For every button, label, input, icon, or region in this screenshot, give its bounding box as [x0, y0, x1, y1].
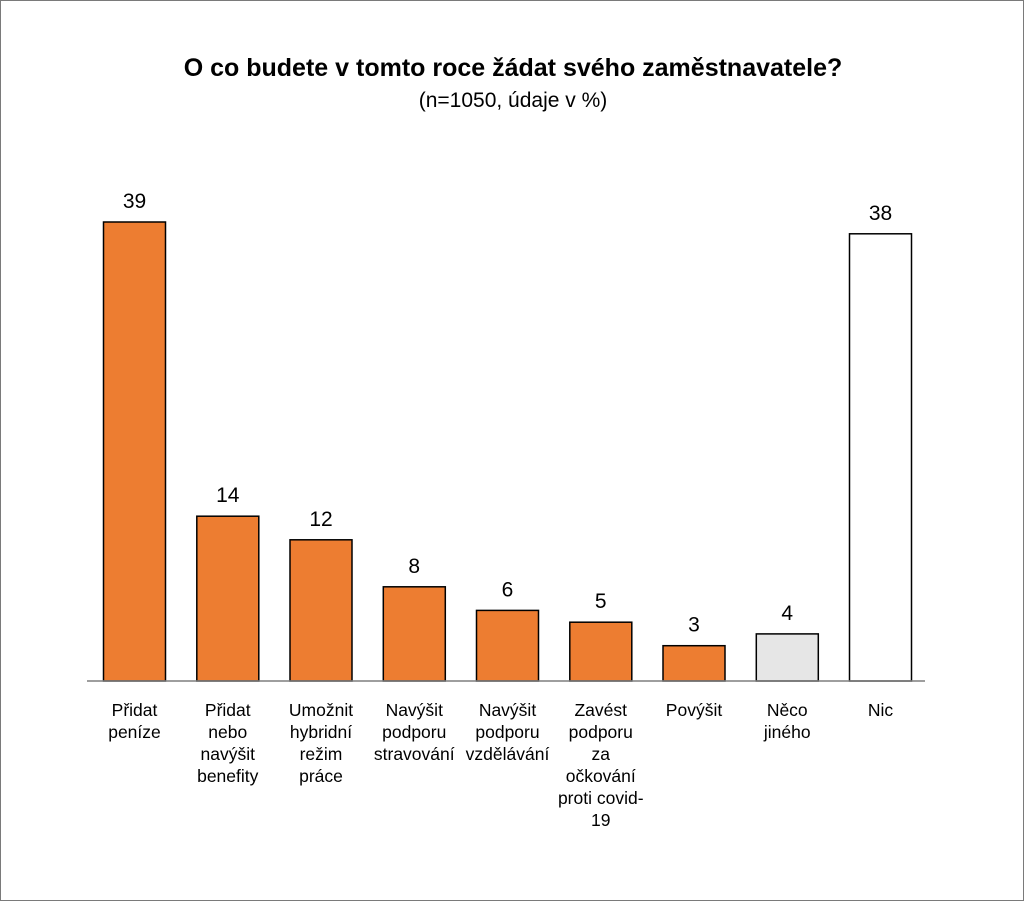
category-label-1: Přidat nebo navýšit benefity	[197, 700, 259, 786]
bar-5	[569, 621, 633, 682]
chart-subtitle: (n=1050, údaje v %)	[419, 89, 608, 112]
bar-6	[662, 644, 726, 682]
category-label-line: Přidat	[112, 700, 158, 720]
data-label-3: 8	[408, 555, 420, 578]
category-label-0: Přidat peníze	[108, 700, 161, 742]
category-label-line: vzdělávání	[466, 744, 550, 764]
category-label-line: za	[592, 744, 611, 764]
category-label-6: Povýšit	[666, 700, 723, 720]
bar-3	[382, 586, 447, 682]
category-label-line: proti covid-	[558, 788, 644, 808]
category-label-line: Povýšit	[666, 700, 723, 720]
category-label-4: Navýšit podporu vzdělávání	[466, 700, 550, 764]
category-label-line: benefity	[197, 766, 259, 786]
category-label-line: Zavést	[574, 700, 627, 720]
category-label-5: Zavést podporu za očkování proti covid-19	[558, 700, 644, 830]
category-label-line: Přidat	[205, 700, 251, 720]
category-label-line: podporu	[569, 722, 633, 742]
category-label-line: podporu	[382, 722, 446, 742]
data-label-5: 5	[595, 590, 607, 613]
category-label-7: Něco jiného	[763, 700, 811, 742]
category-label-line: 19	[591, 810, 610, 830]
category-label-line: Umožnit	[289, 700, 353, 720]
bar-8	[848, 233, 913, 682]
category-label-line: podporu	[475, 722, 539, 742]
data-label-8: 38	[869, 202, 892, 225]
category-label-line: režim	[300, 744, 343, 764]
data-label-2: 12	[309, 508, 332, 531]
category-label-2: Umožnit hybridní režim práce	[289, 700, 353, 786]
category-label-line: Něco	[767, 700, 808, 720]
category-label-line: stravování	[374, 744, 455, 764]
category-label-line: navýšit	[201, 744, 256, 764]
data-label-7: 4	[781, 602, 793, 625]
category-label-line: nebo	[208, 722, 247, 742]
category-label-line: hybridní	[290, 722, 352, 742]
category-label-8: Nic	[868, 700, 894, 720]
chart-title: O co budete v tomto roce žádat svého zam…	[184, 54, 843, 82]
category-label-3: Navýšit podporu stravování	[374, 700, 455, 764]
bar-0	[102, 221, 167, 682]
bar-7	[755, 633, 820, 682]
category-label-line: jiného	[763, 722, 811, 742]
data-label-1: 14	[216, 484, 240, 507]
bar-4	[475, 609, 540, 682]
category-label-line: Navýšit	[386, 700, 444, 720]
category-label-line: práce	[299, 766, 343, 786]
bar-2	[289, 539, 353, 682]
category-label-line: peníze	[108, 722, 161, 742]
category-label-line: očkování	[566, 766, 636, 786]
bar-1	[196, 515, 260, 682]
data-label-0: 39	[123, 190, 146, 213]
category-label-line: Navýšit	[479, 700, 537, 720]
data-label-4: 6	[502, 578, 514, 601]
category-label-line: Nic	[868, 700, 894, 720]
data-label-6: 3	[688, 614, 700, 637]
